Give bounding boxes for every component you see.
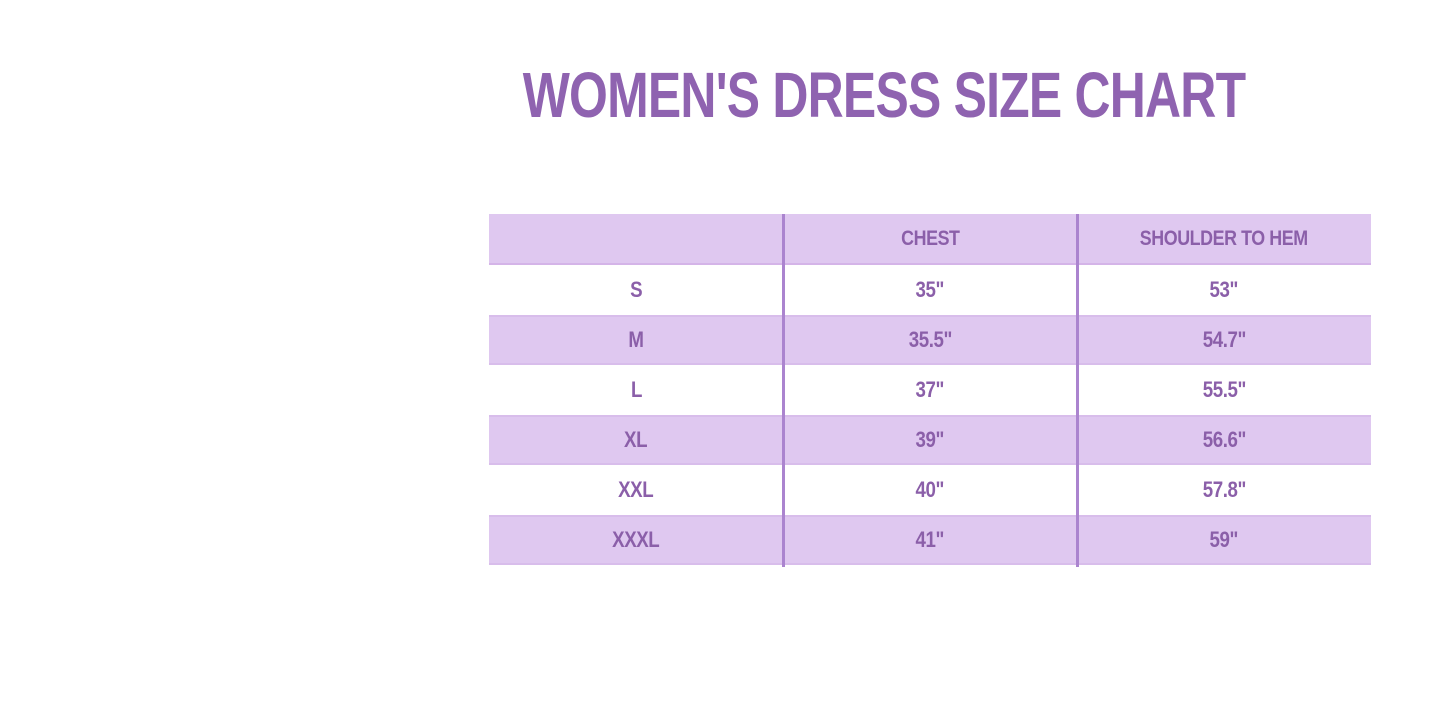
page-title-text: WOMEN'S DRESS SIZE CHART [522, 59, 1246, 131]
column-divider-1 [782, 214, 785, 567]
chest-cell: 37" [783, 377, 1077, 403]
hem-value: 59" [1209, 527, 1239, 552]
table-row-xxl: XXL 40" 57.8" [489, 465, 1371, 515]
size-chart-table: CHEST SHOULDER TO HEM S 35" 53" M 35.5" [489, 214, 1371, 567]
table-row-l: L 37" 55.5" [489, 365, 1371, 415]
size-label: L [630, 377, 642, 402]
hem-value: 55.5" [1202, 377, 1246, 402]
chest-value: 41" [915, 527, 945, 552]
chest-cell: 41" [783, 527, 1077, 553]
hem-value: 53" [1209, 277, 1239, 302]
hem-cell: 56.6" [1077, 427, 1371, 453]
size-cell: XXXL [489, 527, 783, 553]
hem-cell: 53" [1077, 277, 1371, 303]
chest-cell: 35.5" [783, 327, 1077, 353]
hem-cell: 55.5" [1077, 377, 1371, 403]
header-label-shoulder-to-hem: SHOULDER TO HEM [1140, 226, 1308, 250]
size-cell: XL [489, 427, 783, 453]
size-label: XXL [618, 477, 654, 502]
size-cell: M [489, 327, 783, 353]
header-cell-chest: CHEST [783, 227, 1077, 251]
table-row-xxxl: XXXL 41" 59" [489, 515, 1371, 565]
chest-value: 35.5" [908, 327, 952, 352]
chest-value: 37" [915, 377, 945, 402]
size-label: S [629, 277, 643, 302]
size-cell: XXL [489, 477, 783, 503]
table-row-m: M 35.5" 54.7" [489, 315, 1371, 365]
hem-cell: 54.7" [1077, 327, 1371, 353]
size-cell: S [489, 277, 783, 303]
hem-value: 54.7" [1202, 327, 1246, 352]
header-label-chest: CHEST [900, 226, 960, 250]
chest-value: 35" [915, 277, 945, 302]
hem-value: 56.6" [1202, 427, 1246, 452]
size-label: M [628, 327, 644, 352]
table-row-xl: XL 39" 56.6" [489, 415, 1371, 465]
chest-cell: 35" [783, 277, 1077, 303]
chest-cell: 39" [783, 427, 1077, 453]
hem-value: 57.8" [1202, 477, 1246, 502]
size-label: XL [624, 427, 648, 452]
column-divider-2 [1076, 214, 1079, 567]
size-cell: L [489, 377, 783, 403]
size-label: XXXL [612, 527, 660, 552]
chest-value: 40" [915, 477, 945, 502]
hem-cell: 57.8" [1077, 477, 1371, 503]
table-row-s: S 35" 53" [489, 265, 1371, 315]
hem-cell: 59" [1077, 527, 1371, 553]
chest-value: 39" [915, 427, 945, 452]
header-cell-shoulder-to-hem: SHOULDER TO HEM [1077, 227, 1371, 251]
table-header-row: CHEST SHOULDER TO HEM [489, 214, 1371, 265]
chest-cell: 40" [783, 477, 1077, 503]
header-cell-size [489, 230, 783, 248]
page-title: WOMEN'S DRESS SIZE CHART [421, 58, 1347, 132]
